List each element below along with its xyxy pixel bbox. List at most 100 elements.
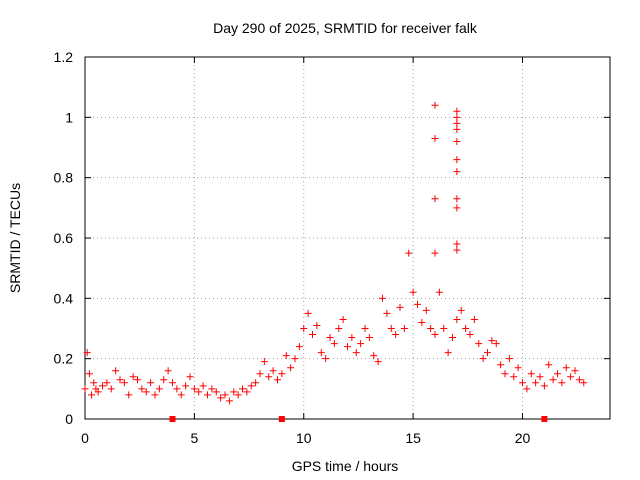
data-point	[125, 391, 133, 399]
y-tick-label: 0	[65, 411, 73, 427]
data-point	[99, 382, 106, 390]
data-point	[182, 382, 190, 390]
data-point	[239, 385, 246, 393]
data-point	[243, 388, 251, 396]
data-point	[90, 379, 98, 387]
ticks-layer: 0 5 10 15 20 0 0.2 0.4 0.6 0.8 1 1.2	[54, 49, 610, 446]
data-point	[457, 306, 465, 314]
data-point	[440, 325, 448, 332]
x-tick-label: 15	[405, 430, 421, 446]
data-point	[575, 376, 583, 384]
data-marker	[278, 416, 285, 422]
data-point	[453, 113, 461, 121]
data-point	[567, 373, 575, 381]
data-point	[287, 364, 295, 372]
data-point	[431, 101, 439, 109]
data-point	[383, 309, 391, 317]
data-point	[199, 382, 207, 390]
data-point	[357, 340, 365, 348]
data-point	[462, 325, 470, 332]
data-point	[532, 379, 540, 387]
data-point	[484, 349, 491, 357]
data-point	[414, 300, 421, 308]
data-point	[475, 340, 483, 348]
points-layer	[81, 101, 588, 422]
data-point	[190, 385, 198, 393]
data-point	[449, 334, 456, 342]
series-SRMTID-peaks	[431, 101, 461, 257]
data-point	[186, 373, 194, 381]
data-point	[265, 373, 273, 381]
data-point	[453, 107, 461, 115]
series-markers-bottom	[169, 416, 548, 422]
data-point	[147, 379, 155, 387]
data-point	[409, 288, 417, 296]
series-SRMTID	[81, 249, 588, 405]
data-point	[177, 391, 185, 399]
data-point	[580, 379, 588, 387]
data-point	[514, 364, 522, 372]
data-point	[173, 385, 181, 393]
x-tick-label: 5	[190, 430, 198, 446]
data-point	[134, 376, 141, 384]
data-point	[142, 388, 150, 396]
data-point	[418, 318, 426, 326]
data-point	[365, 334, 373, 342]
data-point	[339, 315, 347, 323]
data-point	[431, 134, 439, 142]
data-point	[558, 379, 566, 387]
data-point	[274, 376, 281, 384]
y-axis-label: SRMTID / TECUs	[7, 183, 23, 293]
data-point	[554, 370, 561, 378]
x-tick-label: 0	[81, 430, 89, 446]
data-point	[352, 349, 360, 357]
chart-title: Day 290 of 2025, SRMTID for receiver fal…	[213, 20, 478, 36]
data-point	[94, 388, 102, 396]
data-point	[396, 303, 404, 311]
data-point	[295, 343, 303, 351]
data-point	[230, 388, 238, 396]
data-point	[160, 376, 168, 384]
data-point	[470, 315, 478, 323]
data-point	[335, 325, 343, 332]
data-point	[374, 358, 382, 366]
data-point	[488, 337, 496, 345]
data-point	[562, 364, 570, 372]
data-point	[317, 349, 325, 357]
data-point	[330, 340, 338, 348]
data-point	[540, 382, 548, 390]
data-point	[427, 325, 435, 332]
data-point	[453, 246, 461, 254]
data-point	[234, 391, 242, 399]
data-point	[453, 119, 461, 127]
data-point	[466, 331, 474, 339]
data-point	[212, 388, 220, 396]
data-point	[169, 379, 176, 387]
data-point	[83, 349, 91, 357]
data-point	[304, 309, 312, 317]
y-tick-label: 1	[65, 109, 73, 125]
data-point	[422, 306, 430, 314]
data-point	[453, 204, 461, 212]
data-point	[510, 373, 518, 381]
data-point	[545, 361, 553, 369]
x-axis-label: GPS time / hours	[292, 458, 399, 474]
data-point	[387, 325, 395, 332]
grid-layer	[85, 57, 610, 419]
data-point	[501, 370, 509, 378]
data-point	[195, 388, 203, 396]
data-point	[400, 325, 408, 332]
data-point	[453, 168, 461, 176]
data-point	[326, 334, 334, 342]
data-point	[497, 361, 505, 369]
data-point	[85, 370, 93, 378]
data-point	[309, 331, 316, 339]
data-point	[247, 382, 255, 390]
data-point	[453, 137, 461, 145]
x-tick-label: 10	[296, 430, 312, 446]
x-tick-label: 20	[515, 430, 531, 446]
data-point	[88, 391, 96, 399]
data-point	[120, 379, 128, 387]
